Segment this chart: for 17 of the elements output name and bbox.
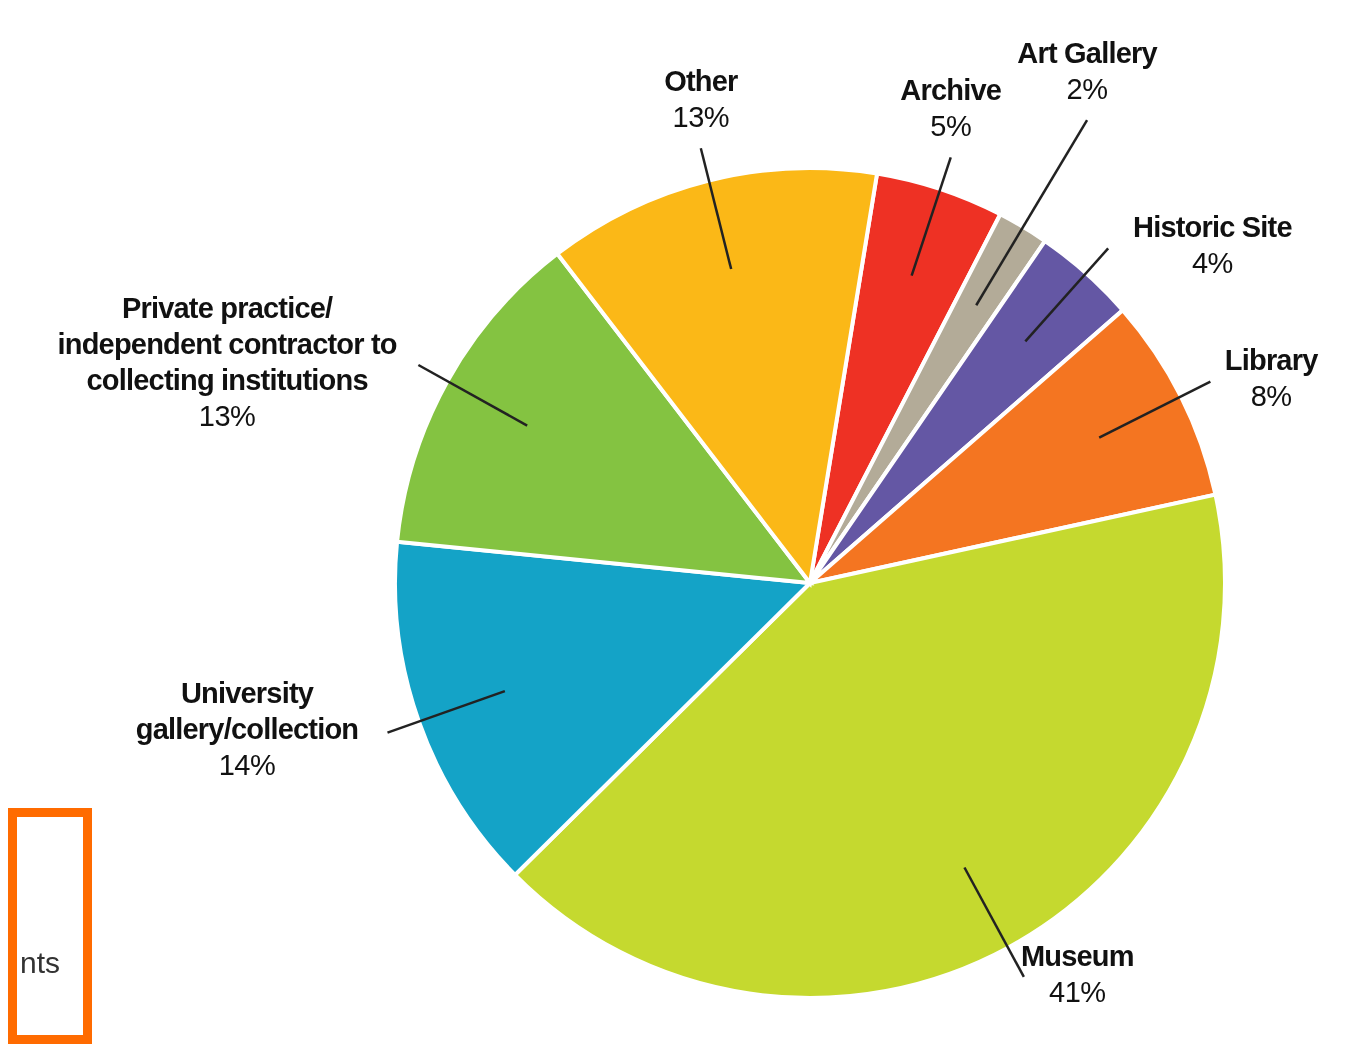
data-label: 4% — [1191, 247, 1233, 280]
slice-label: Historic Site — [1132, 211, 1293, 244]
data-label: 41% — [1049, 975, 1106, 1008]
slice-label: Archive — [900, 74, 1002, 107]
slice-label: Museum — [1020, 939, 1134, 972]
slice-label: Private practice/ independent contractor to collecting institutions — [57, 291, 397, 396]
data-label: 8% — [1250, 380, 1292, 413]
slice-label: Art Gallery — [1017, 36, 1158, 69]
slice-label: Library — [1224, 344, 1319, 377]
data-label: 13% — [198, 399, 256, 432]
data-label: 5% — [930, 110, 972, 143]
text: nts — [20, 946, 61, 980]
data-label: 2% — [1066, 72, 1108, 105]
slice-label: Other — [664, 64, 738, 97]
slice-label: University gallery/collection — [135, 677, 359, 746]
data-label: 14% — [218, 749, 276, 782]
data-label: 13% — [672, 100, 730, 133]
